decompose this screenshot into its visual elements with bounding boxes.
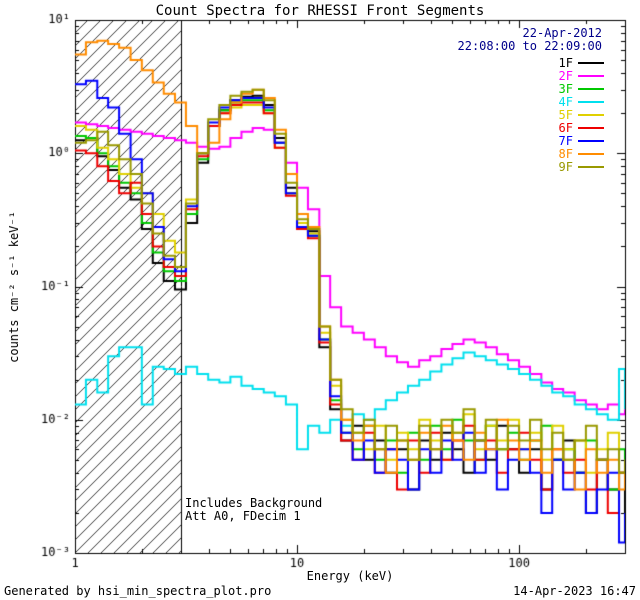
legend-item: 3F: [558, 81, 604, 96]
legend-line-swatch: [578, 126, 604, 129]
legend-item: 5F: [558, 107, 604, 122]
legend-item: 7F: [558, 133, 604, 148]
legend-label: 1F: [558, 55, 573, 70]
legend-label: 7F: [558, 133, 573, 148]
legend-item: 9F: [558, 159, 604, 174]
x-axis-label: Energy (keV): [306, 569, 394, 583]
legend-label: 8F: [558, 146, 573, 161]
legend-label: 6F: [558, 120, 573, 135]
legend-label: 2F: [558, 68, 573, 83]
legend-line-swatch: [578, 61, 604, 64]
legend-line-swatch: [578, 100, 604, 103]
legend-line-swatch: [578, 113, 604, 116]
page-title: Count Spectra for RHESSI Front Segments: [155, 3, 485, 19]
legend: 1F 2F 3F 4F 5F 6F 7F 8F 9F: [558, 55, 604, 174]
legend-item: 8F: [558, 146, 604, 161]
plot-annotations: Includes Background Att A0, FDecim 1: [185, 497, 322, 523]
annotation-includes-background: Includes Background: [185, 496, 323, 510]
legend-label: 4F: [558, 94, 573, 109]
annotation-attenuator-state: Att A0, FDecim 1: [185, 509, 301, 523]
legend-line-swatch: [578, 152, 604, 155]
y-axis-label: counts cm⁻² s⁻¹ keV⁻¹: [7, 211, 21, 363]
legend-label: 5F: [558, 107, 573, 122]
legend-line-swatch: [578, 165, 604, 168]
legend-item: 2F: [558, 68, 604, 83]
legend-item: 4F: [558, 94, 604, 109]
legend-line-swatch: [578, 74, 604, 77]
footer-timestamp: 14-Apr-2023 16:47: [513, 584, 636, 598]
legend-item: 6F: [558, 120, 604, 135]
legend-line-swatch: [578, 87, 604, 90]
legend-item: 1F: [558, 55, 604, 70]
legend-label: 3F: [558, 81, 573, 96]
legend-label: 9F: [558, 159, 573, 174]
obs-date: 22-Apr-2012: [522, 26, 602, 40]
observation-datebox: 22-Apr-2012 22:08:00 to 22:09:00: [458, 27, 603, 53]
footer-generator: Generated by hsi_min_spectra_plot.pro: [4, 584, 272, 598]
legend-line-swatch: [578, 139, 604, 142]
obs-time-range: 22:08:00 to 22:09:00: [457, 39, 603, 53]
